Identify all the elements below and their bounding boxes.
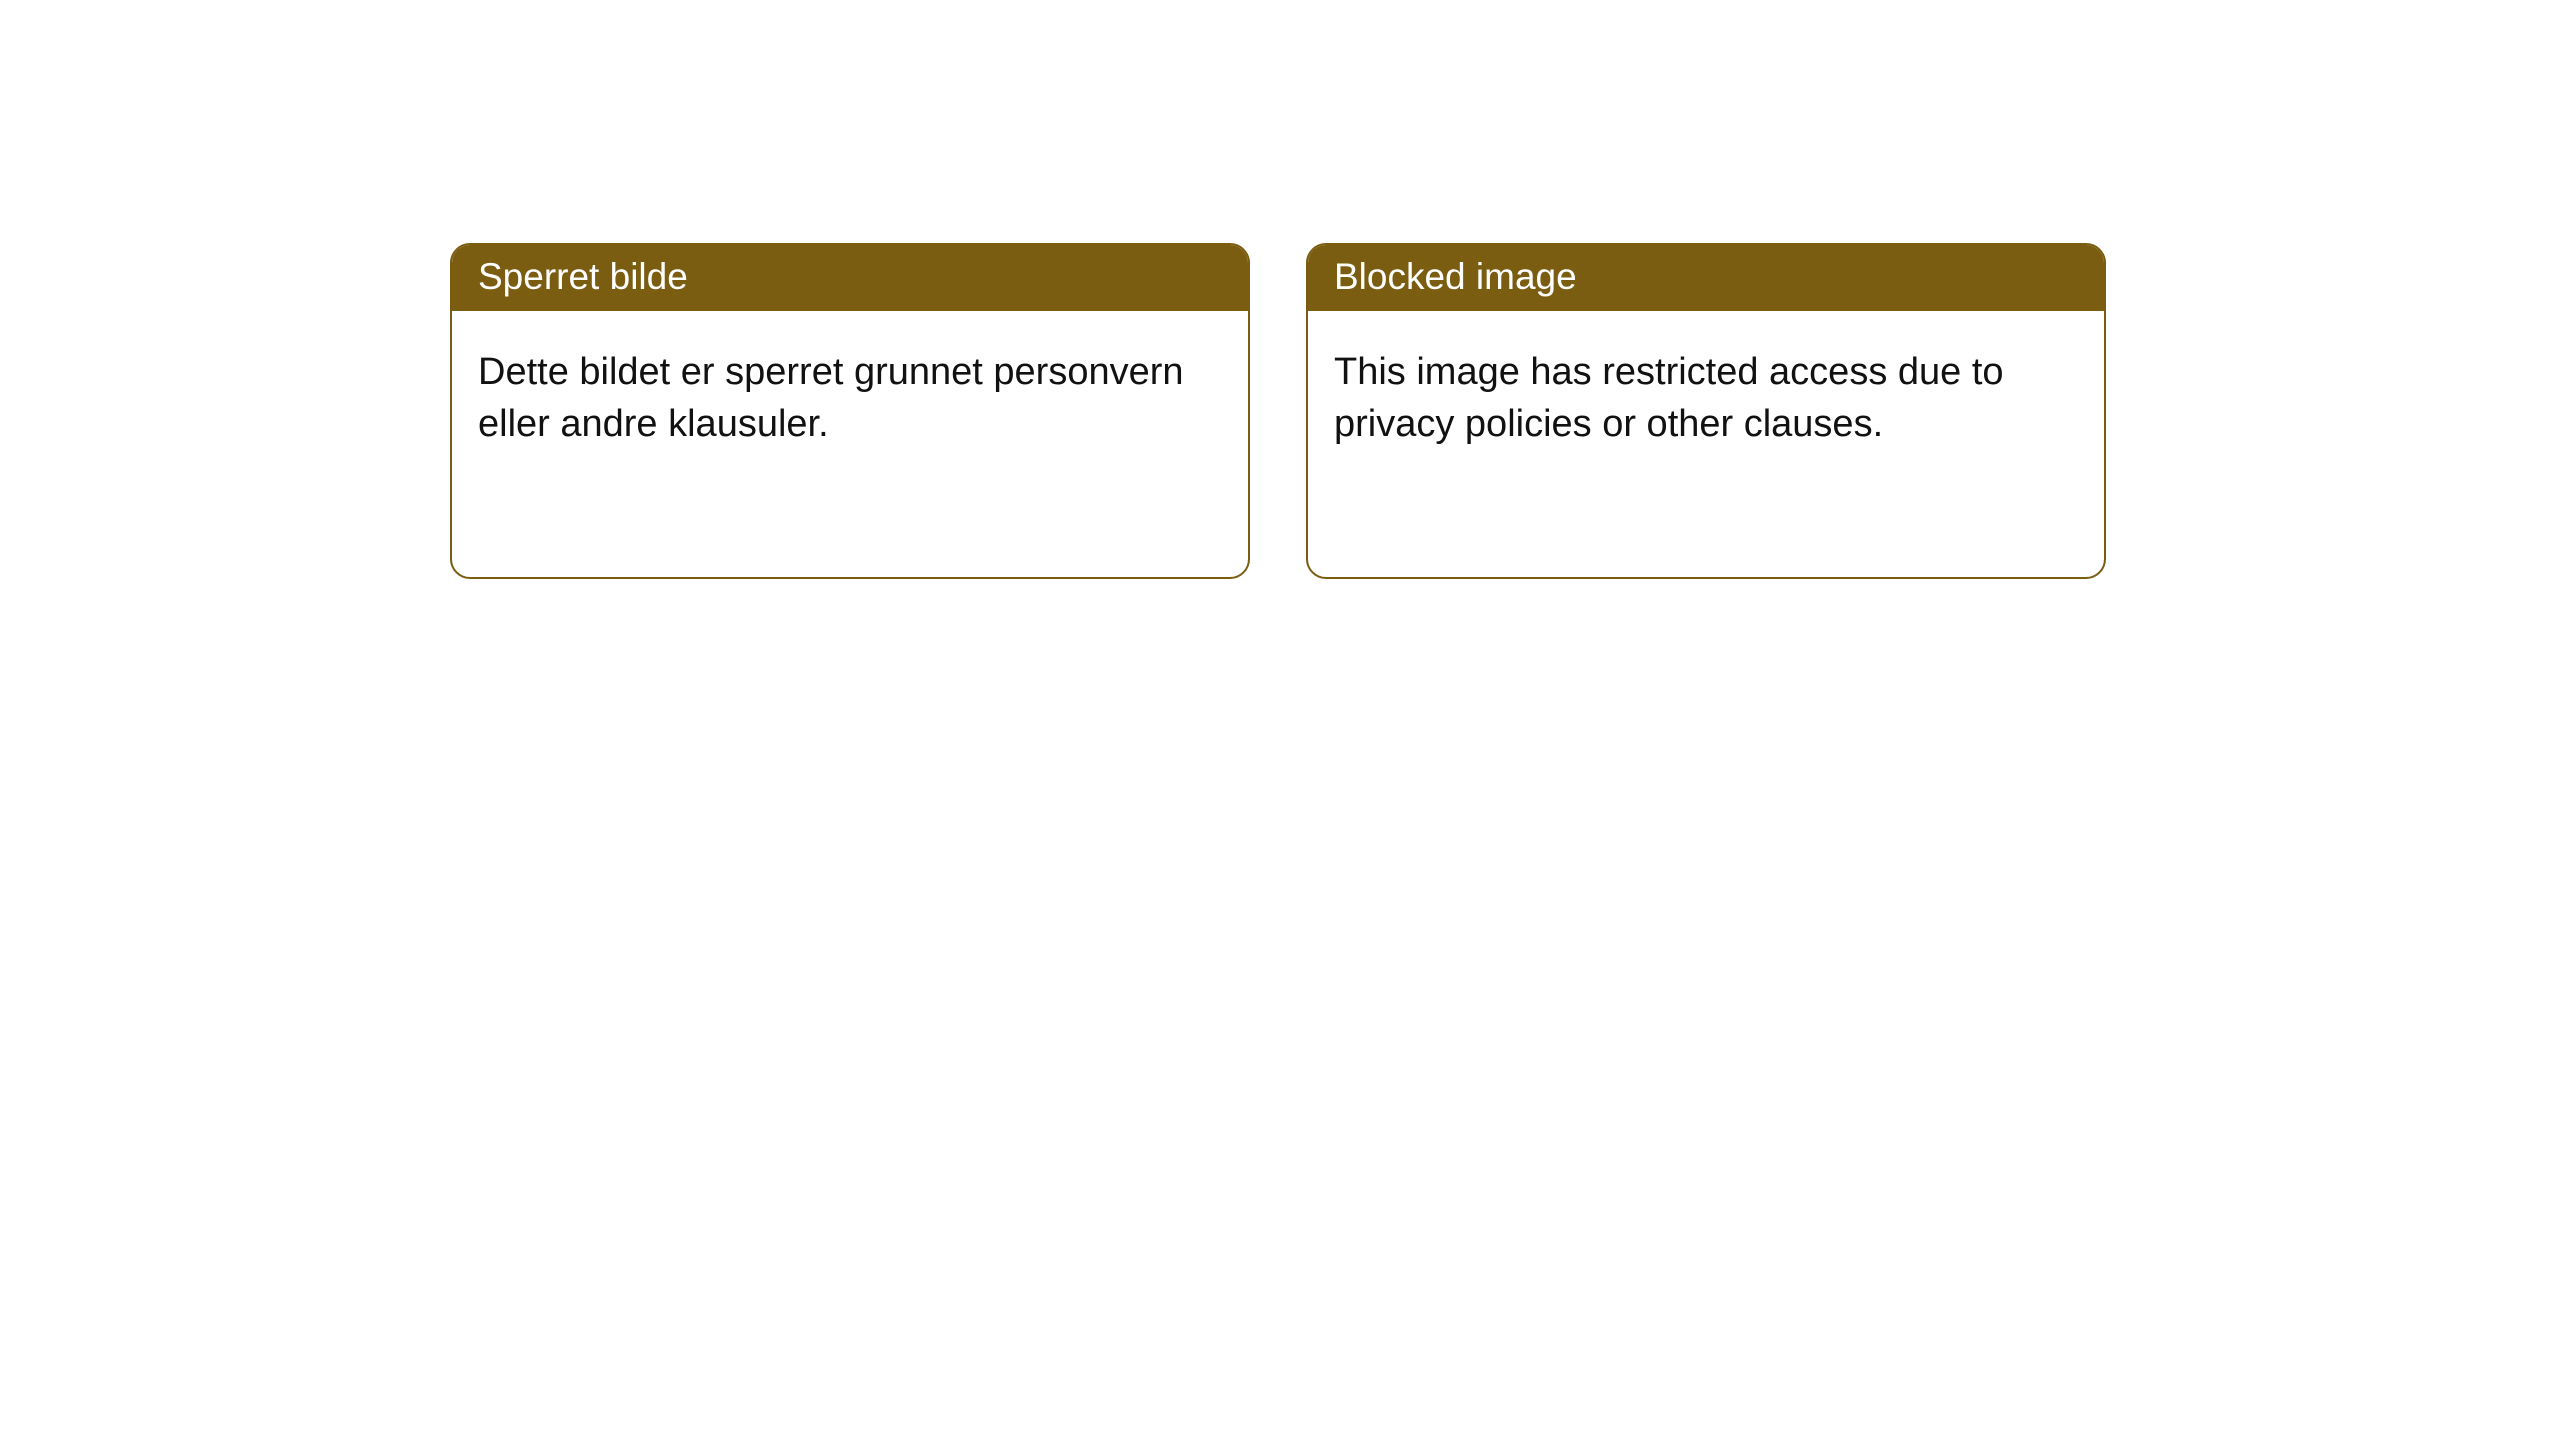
notice-card-title: Sperret bilde bbox=[452, 245, 1248, 311]
notice-card-body: Dette bildet er sperret grunnet personve… bbox=[452, 311, 1248, 476]
notice-card-title: Blocked image bbox=[1308, 245, 2104, 311]
notice-card-body: This image has restricted access due to … bbox=[1308, 311, 2104, 476]
notice-card-english: Blocked image This image has restricted … bbox=[1306, 243, 2106, 579]
notice-card-norwegian: Sperret bilde Dette bildet er sperret gr… bbox=[450, 243, 1250, 579]
notice-container: Sperret bilde Dette bildet er sperret gr… bbox=[0, 0, 2560, 579]
